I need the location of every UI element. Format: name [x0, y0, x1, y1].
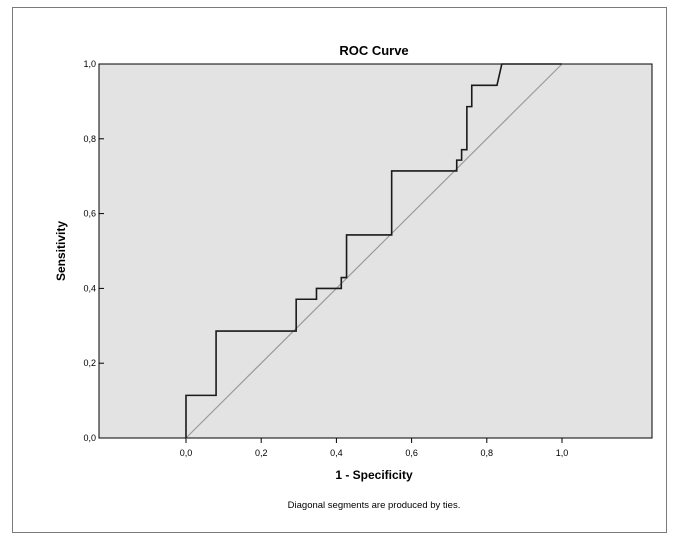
y-axis-title: Sensitivity	[54, 221, 68, 281]
x-axis-title: 1 - Specificity	[335, 468, 413, 482]
x-tick-label: 0,0	[180, 448, 193, 458]
y-tick-label: 0,2	[83, 358, 96, 368]
footnote: Diagonal segments are produced by ties.	[288, 500, 461, 511]
x-tick-label: 0,4	[330, 448, 343, 458]
x-tick-label: 0,6	[405, 448, 418, 458]
x-tick-label: 0,8	[481, 448, 494, 458]
y-tick-label: 0,0	[83, 433, 96, 443]
x-tick-label: 0,2	[255, 448, 268, 458]
x-axis: 0,0 0,2 0,4 0,6 0,8 1,0	[180, 438, 569, 458]
y-tick-label: 0,6	[83, 209, 96, 219]
y-tick-label: 1,0	[83, 59, 96, 69]
y-tick-label: 0,4	[83, 283, 96, 293]
chart-title: ROC Curve	[339, 43, 408, 58]
x-tick-label: 1,0	[556, 448, 569, 458]
y-tick-label: 0,8	[83, 134, 96, 144]
plot-area	[99, 64, 652, 438]
